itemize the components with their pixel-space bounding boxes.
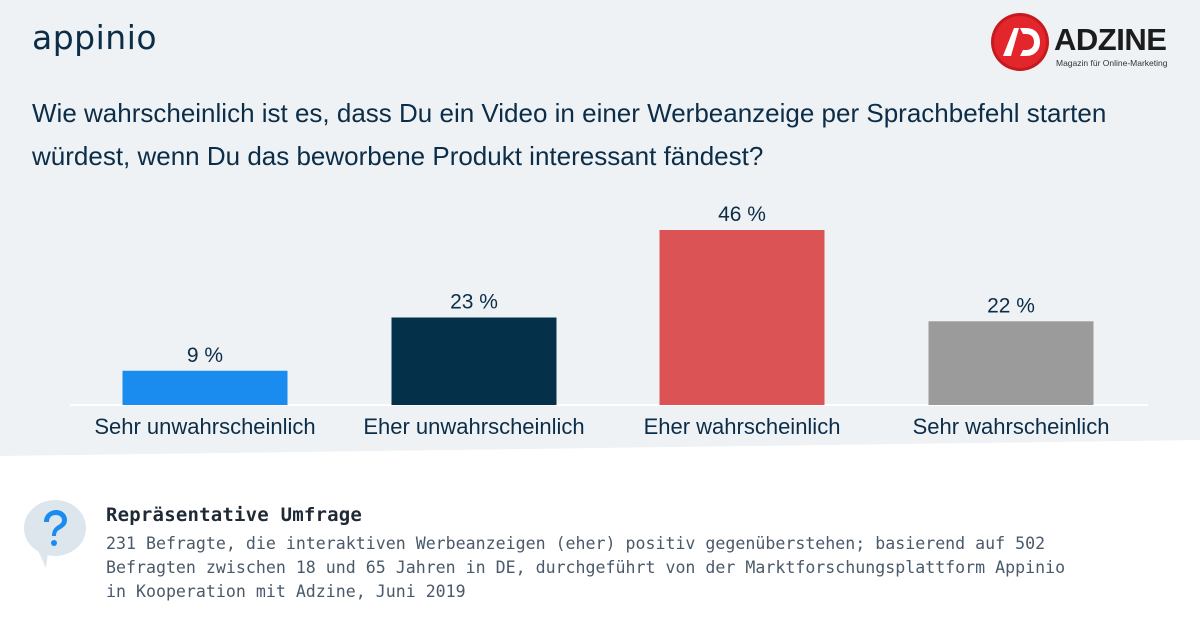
survey-line: in Kooperation mit Adzine, Juni 2019 (106, 582, 466, 601)
survey-description: 231 Befragte, die interaktiven Werbeanze… (106, 532, 1166, 604)
data-label: 46 % (718, 203, 766, 226)
adzine-tagline: Magazin für Online-Marketing (1056, 58, 1168, 68)
category-label: Eher unwahrscheinlich (363, 414, 584, 439)
data-label: 9 % (187, 344, 223, 367)
survey-line: Befragten zwischen 18 und 65 Jahren in D… (106, 558, 1066, 577)
adzine-logo: ADZINE Magazin für Online-Marketing (990, 12, 1180, 72)
category-label: Sehr wahrscheinlich (913, 414, 1110, 439)
adzine-mark-icon (991, 13, 1049, 71)
chart-title: Wie wahrscheinlich ist es, dass Du ein V… (32, 98, 1107, 171)
survey-line: 231 Befragte, die interaktiven Werbeanze… (106, 534, 1046, 553)
category-label: Eher wahrscheinlich (644, 414, 841, 439)
survey-title: Repräsentative Umfrage (106, 504, 363, 526)
data-label: 23 % (450, 291, 498, 314)
bar (659, 230, 825, 405)
category-label: Sehr unwahrscheinlich (94, 414, 315, 439)
data-label: 22 % (987, 294, 1035, 317)
adzine-wordmark: ADZINE (1054, 22, 1167, 57)
bar-chart: 9 % Sehr unwahrscheinlich 23 % Eher unwahrs… (70, 203, 1148, 439)
bar (928, 321, 1094, 405)
bar (122, 370, 288, 405)
question-bubble-icon (24, 500, 86, 568)
bar (391, 317, 557, 405)
appinio-logo: appinio (32, 18, 158, 57)
footer-panel (0, 440, 1200, 635)
